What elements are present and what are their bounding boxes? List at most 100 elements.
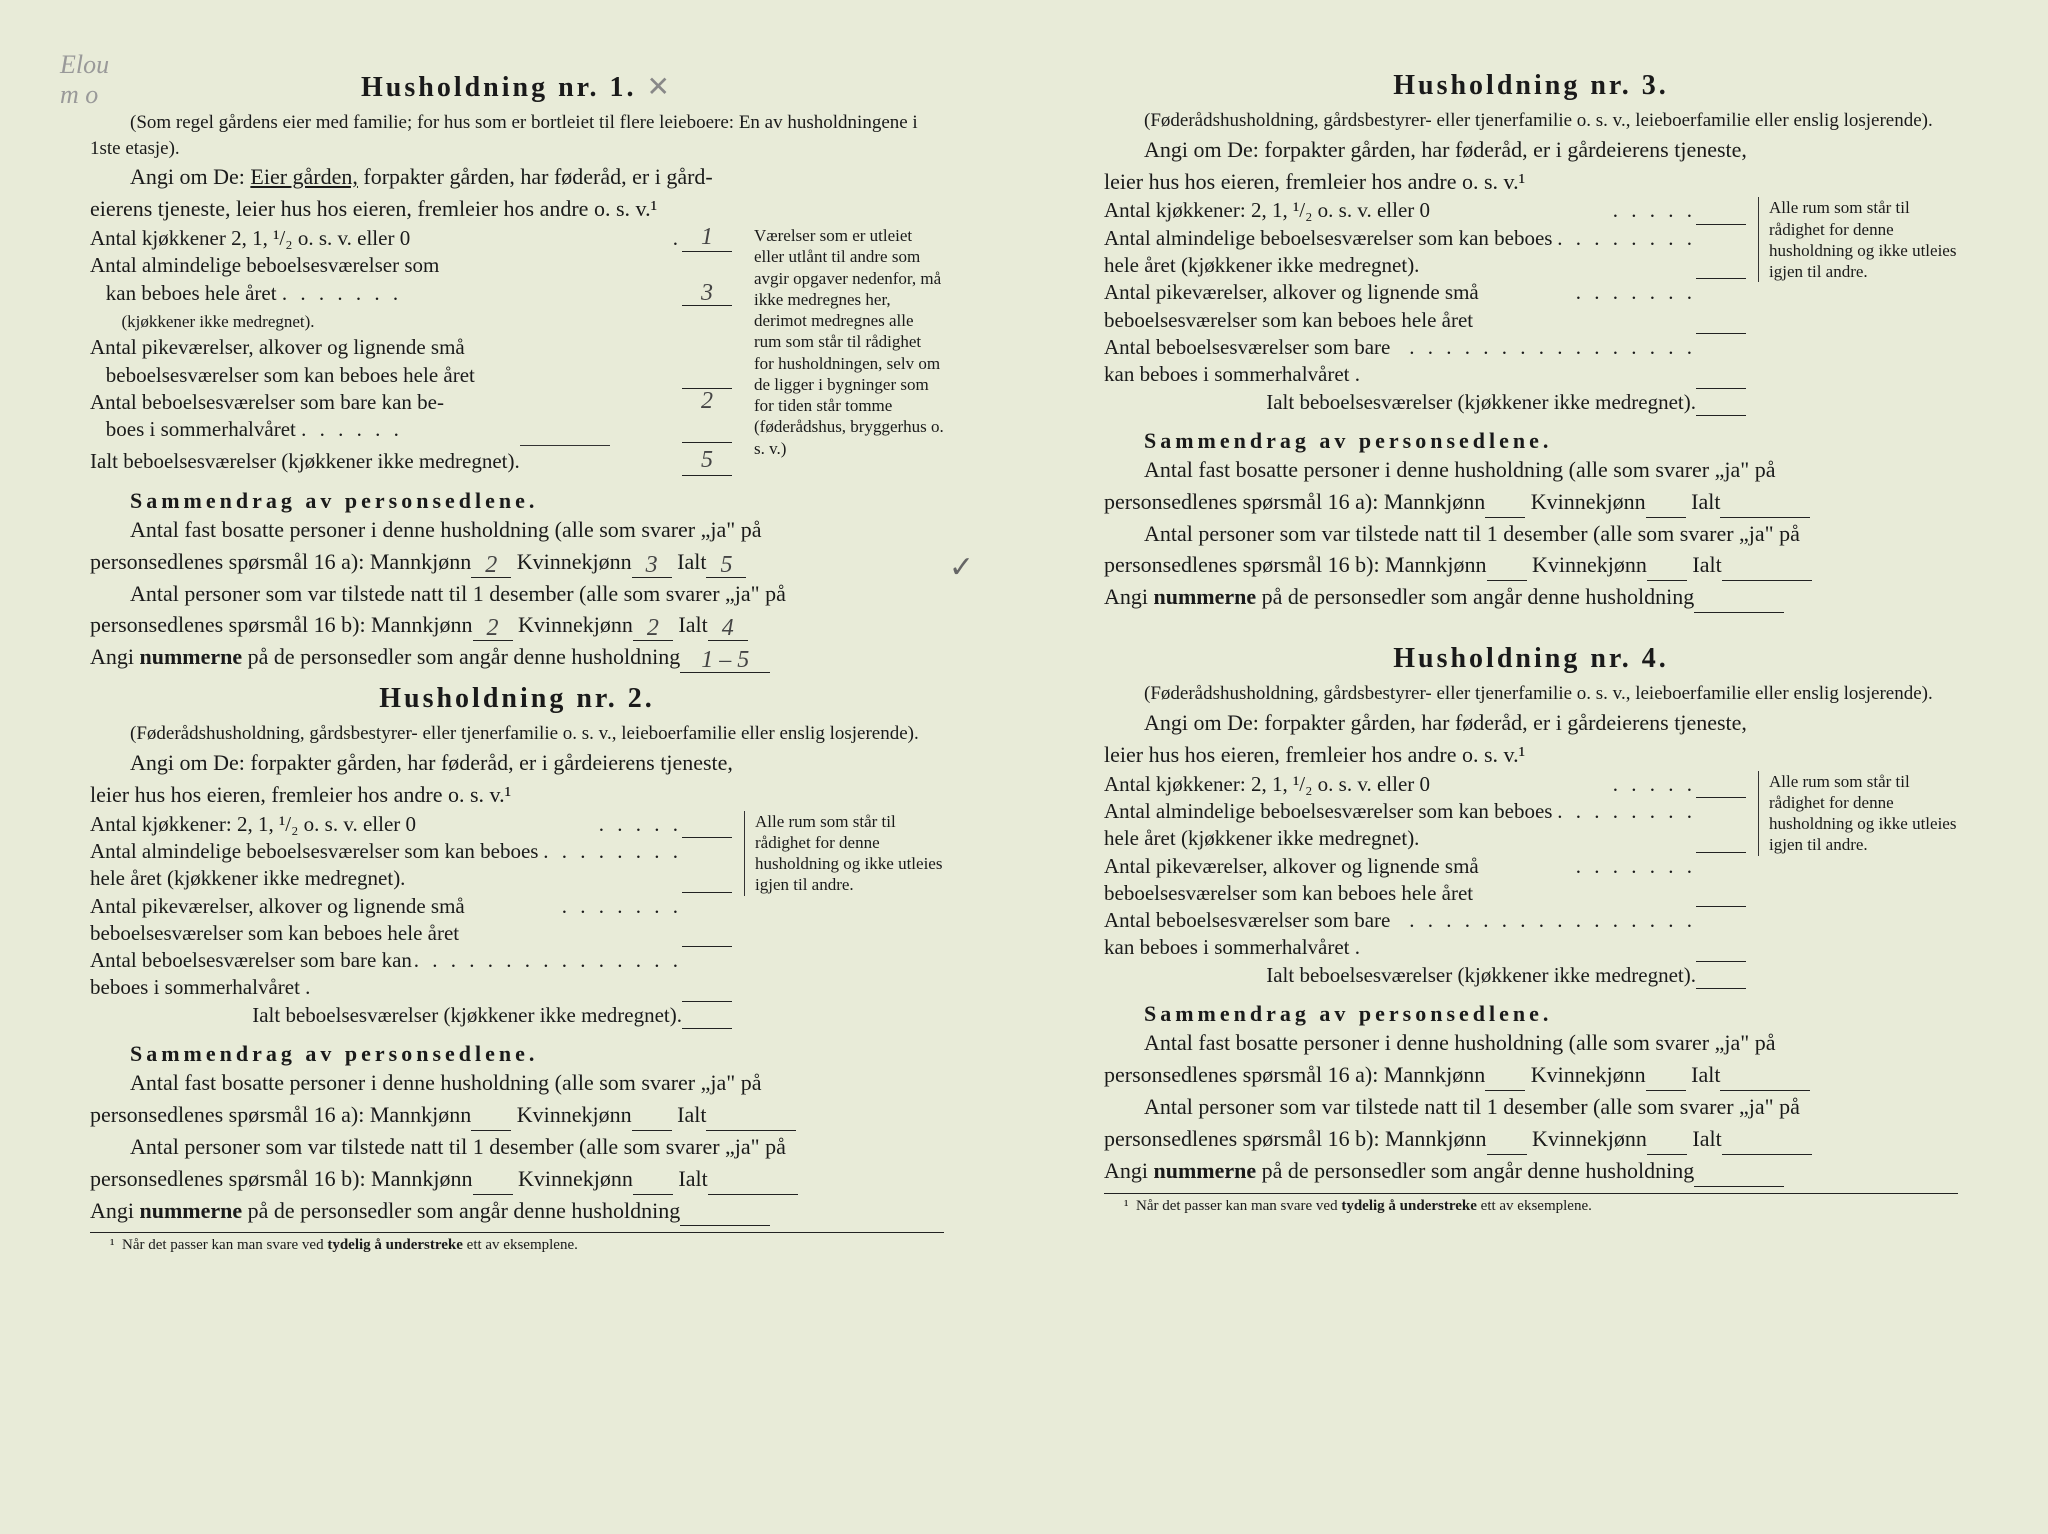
- hh1-s4k: 2: [633, 616, 673, 641]
- hh1-note: (Som regel gårdens eier med familie; for…: [90, 110, 944, 161]
- hh2-pv: [682, 893, 732, 948]
- hh3-sv: [1696, 334, 1746, 389]
- hh1-s4a: personsedlenes spørsmål 16 b): Mannkjønn: [90, 612, 473, 637]
- hh1-side-note: Værelser som er utleiet eller utlånt til…: [744, 225, 944, 459]
- hh4-pik: Antal pikeværelser, alkover og lignende …: [1104, 853, 1576, 908]
- hh1-pik-l2: beboelsesværelser som kan beboes hele år…: [106, 363, 475, 387]
- hh3-s3: Antal personer som var tilstede natt til…: [1104, 518, 1958, 550]
- dots: . . . . . . . .: [543, 838, 682, 893]
- hh4-sv: [1696, 907, 1746, 962]
- hh2-s3: Antal personer som var tilstede natt til…: [90, 1131, 944, 1163]
- hh2-anginum: Angi nummerne på de personsedler som ang…: [90, 1195, 944, 1227]
- hh2-sum: Antal beboelsesværelser som bare kan beb…: [90, 947, 414, 1002]
- hh3-note: (Føderådshusholdning, gårdsbestyrer- ell…: [1104, 108, 1958, 134]
- dots: . . . . . . .: [562, 893, 682, 948]
- hh1-title-text: Husholdning nr. 1.: [361, 72, 637, 103]
- hh4-summary-title: Sammendrag av personsedlene.: [1104, 1001, 1958, 1027]
- hh4-angi1: Angi om De: forpakter gården, har føderå…: [1104, 707, 1958, 739]
- hh3-pik: Antal pikeværelser, alkover og lignende …: [1104, 279, 1576, 334]
- hh4-s2il: Ialt: [1691, 1062, 1720, 1087]
- hh2-rooms-block: Antal kjøkkener: 2, 1, ¹/₂ o. s. v. elle…: [90, 811, 944, 1029]
- hh2-anginum-label: Angi nummerne på de personsedler som ang…: [90, 1198, 680, 1223]
- hh2-total: Ialt beboelsesværelser (kjøkkener ikke m…: [252, 1002, 682, 1029]
- hh1-s2kl: Kvinnekjønn: [517, 549, 632, 574]
- hh1-rooms-l1: Antal almindelige beboelsesværelser som: [90, 253, 439, 277]
- hh3-angv: [1694, 612, 1784, 613]
- hh3-title: Husholdning nr. 3.: [1104, 70, 1958, 102]
- hh3-s2: personsedlenes spørsmål 16 a): Mannkjønn…: [1104, 486, 1958, 518]
- hh1-total-val: 5: [682, 448, 732, 475]
- hh3-s4a: personsedlenes spørsmål 16 b): Mannkjønn: [1104, 552, 1487, 577]
- dots: . . . . . . . .: [1557, 225, 1696, 280]
- hh1-s2: personsedlenes spørsmål 16 a): Mannkjønn…: [90, 546, 944, 578]
- hh3-s4kl: Kvinnekjønn: [1532, 552, 1647, 577]
- hh1-angi-pre: Angi om De:: [130, 164, 245, 189]
- hh2-tv: [682, 1002, 732, 1029]
- dots: .: [673, 225, 682, 252]
- hh3-pv: [1696, 279, 1746, 334]
- hh2-kitchen: Antal kjøkkener: 2, 1, ¹/₂ o. s. v. elle…: [90, 811, 599, 838]
- hh3-rv: [1696, 225, 1746, 280]
- hh1-angi2: eierens tjeneste, leier hus hos eieren, …: [90, 193, 944, 225]
- hh1-anginum: Angi nummerne på de personsedler som ang…: [90, 641, 944, 673]
- hh4-angi2: leier hus hos eieren, fremleier hos andr…: [1104, 739, 1958, 771]
- hh2-angi1: Angi om De: forpakter gården, har føderå…: [90, 747, 944, 779]
- hh1-anginum-val: 1 – 5: [680, 648, 770, 673]
- hh2-s4: personsedlenes spørsmål 16 b): Mannkjønn…: [90, 1163, 944, 1195]
- dots: . . . . . . .: [1576, 853, 1696, 908]
- hh2-angi2: leier hus hos eieren, fremleier hos andr…: [90, 779, 944, 811]
- hh4-anginum-label: Angi nummerne på de personsedler som ang…: [1104, 1158, 1694, 1183]
- hh4-s3: Antal personer som var tilstede natt til…: [1104, 1091, 1958, 1123]
- hh2-summary-title: Sammendrag av personsedlene.: [90, 1041, 944, 1067]
- footnote-right: ¹ Når det passer kan man svare ved tydel…: [1104, 1193, 1958, 1215]
- hh4-s2: personsedlenes spørsmål 16 a): Mannkjønn…: [1104, 1059, 1958, 1091]
- hh3-angi1: Angi om De: forpakter gården, har føderå…: [1104, 134, 1958, 166]
- right-page: Husholdning nr. 3. (Føderådshusholdning,…: [1024, 40, 2048, 1494]
- hh3-kv: [1696, 197, 1746, 224]
- hh3-s4: personsedlenes spørsmål 16 b): Mannkjønn…: [1104, 549, 1958, 581]
- hh1-rooms-val: 3: [682, 281, 732, 306]
- dots: . . . . . .: [301, 417, 403, 441]
- hh4-total: Ialt beboelsesværelser (kjøkkener ikke m…: [1266, 962, 1696, 989]
- hh3-summary-title: Sammendrag av personsedlene.: [1104, 428, 1958, 454]
- hh4-title: Husholdning nr. 4.: [1104, 643, 1958, 675]
- hh1-sum-l2: boes i sommerhalvåret: [106, 417, 296, 441]
- hh4-rv: [1696, 798, 1746, 853]
- hh4-s4a: personsedlenes spørsmål 16 b): Mannkjønn: [1104, 1126, 1487, 1151]
- hh1-kitchen-val: 1: [682, 225, 732, 252]
- hh1-rooms-l2: kan beboes hele året: [106, 281, 277, 305]
- hh3-rooms-block: Antal kjøkkener: 2, 1, ¹/₂ o. s. v. elle…: [1104, 197, 1958, 415]
- hh1-s4kl: Kvinnekjønn: [518, 612, 633, 637]
- hh4-note: (Føderådshusholdning, gårdsbestyrer- ell…: [1104, 681, 1958, 707]
- dots: . . . . . . .: [1576, 279, 1696, 334]
- hh2-s2: personsedlenes spørsmål 16 a): Mannkjønn…: [90, 1099, 944, 1131]
- hh4-anginum: Angi nummerne på de personsedler som ang…: [1104, 1155, 1958, 1187]
- hh2-s2a: personsedlenes spørsmål 16 a): Mannkjønn: [90, 1102, 471, 1127]
- hh2-s2kl: Kvinnekjønn: [517, 1102, 632, 1127]
- hh1-s4m: 2: [473, 616, 513, 641]
- hh1-pik-val: [682, 334, 732, 389]
- hh4-s2kl: Kvinnekjønn: [1531, 1062, 1646, 1087]
- hh2-title: Husholdning nr. 2.: [90, 683, 944, 715]
- hh2-rooms: Antal almindelige beboelsesværelser som …: [90, 838, 543, 893]
- hh2-angv: [680, 1225, 770, 1226]
- hh3-kitchen: Antal kjøkkener: 2, 1, ¹/₂ o. s. v. elle…: [1104, 197, 1613, 224]
- dots: . . . . . . .: [282, 281, 402, 305]
- hh1-s2il: Ialt: [677, 549, 706, 574]
- hh4-kitchen: Antal kjøkkener: 2, 1, ¹/₂ o. s. v. elle…: [1104, 771, 1613, 798]
- hh2-sv: [682, 947, 732, 1002]
- dots: . . . . . . . . . . . . . . . .: [1409, 907, 1696, 962]
- left-page: Elou m o Husholdning nr. 1. ✕ (Som regel…: [0, 40, 1024, 1494]
- dots: . . . . .: [1613, 197, 1696, 224]
- hh3-s4il: Ialt: [1692, 552, 1721, 577]
- hh3-sum: Antal beboelsesværelser som bare kan beb…: [1104, 334, 1409, 389]
- hh1-s4: personsedlenes spørsmål 16 b): Mannkjønn…: [90, 609, 944, 641]
- hh4-angv: [1694, 1186, 1784, 1187]
- dots: . . . . . . . .: [1557, 798, 1696, 853]
- hh2-s1: Antal fast bosatte personer i denne hush…: [90, 1067, 944, 1099]
- hh1-title: Husholdning nr. 1. ✕: [90, 70, 944, 104]
- hh4-pv: [1696, 853, 1746, 908]
- hh4-s2a: personsedlenes spørsmål 16 a): Mannkjønn: [1104, 1062, 1485, 1087]
- hh1-s2m: 2: [471, 553, 511, 578]
- hh3-tv: [1696, 389, 1746, 416]
